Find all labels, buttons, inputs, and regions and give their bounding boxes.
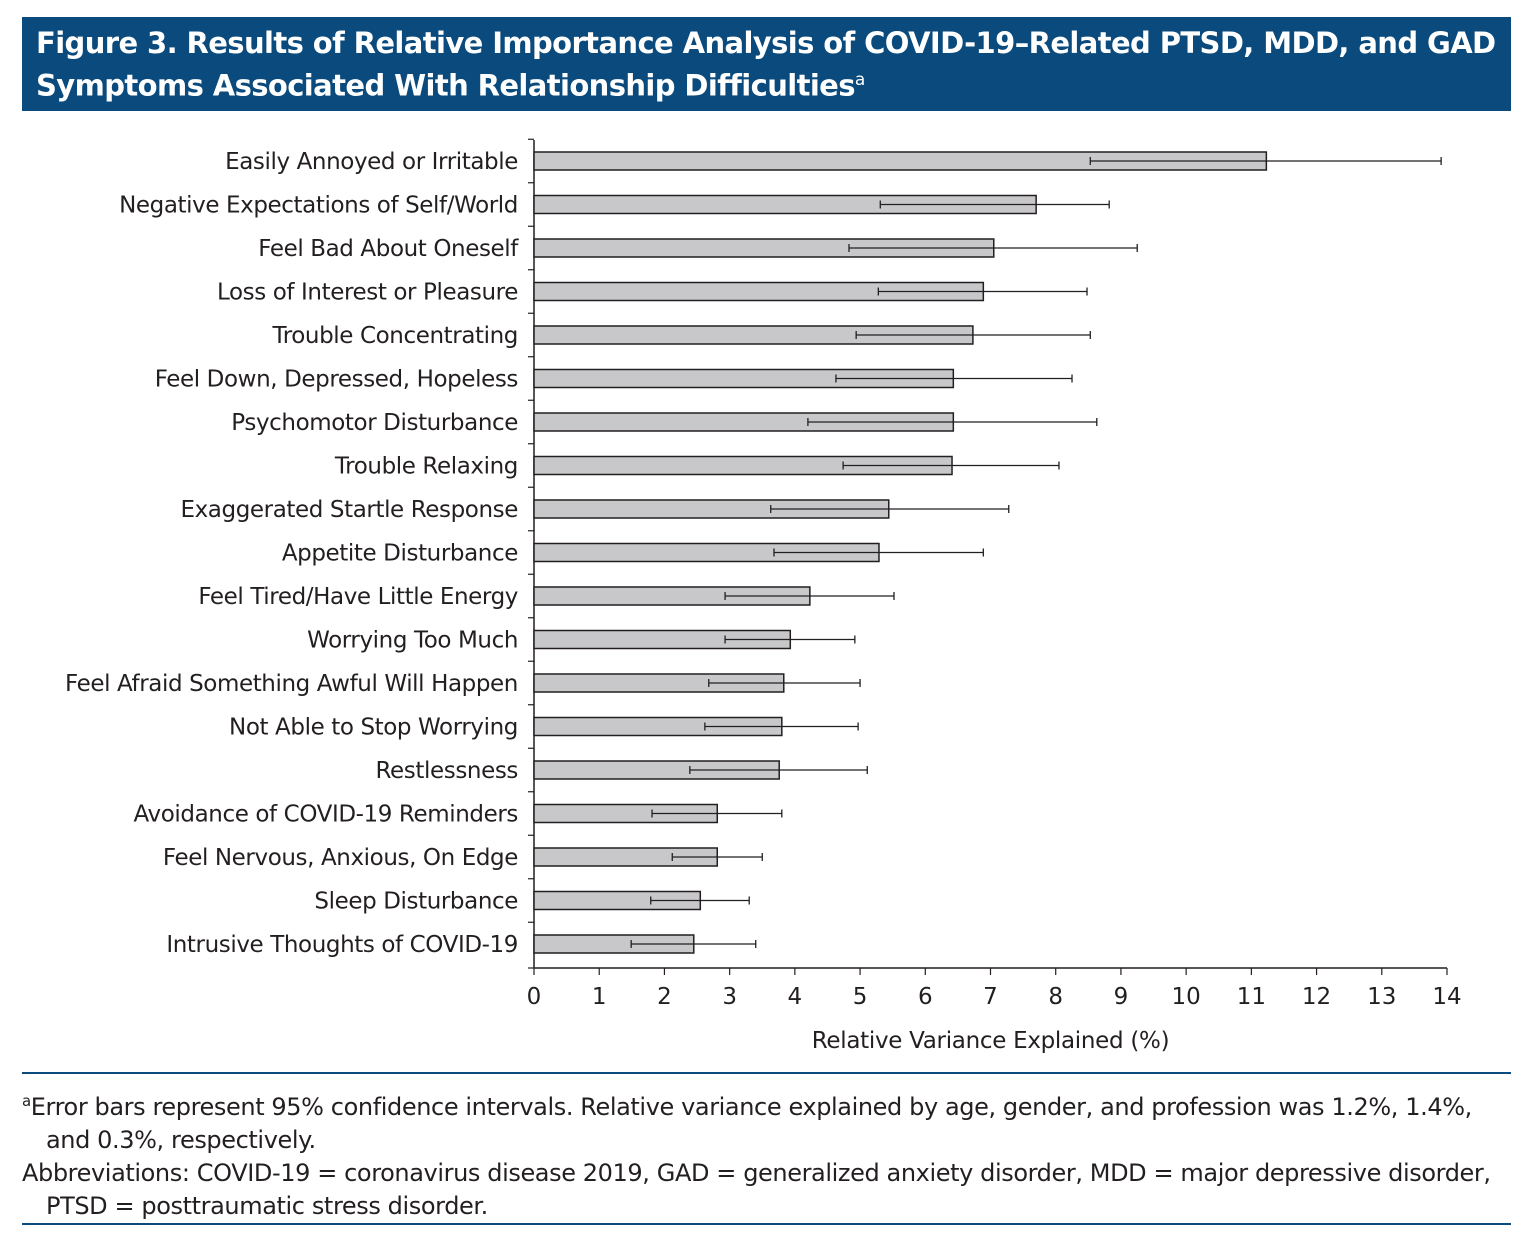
- bar-chart: Easily Annoyed or Irritable Negative Expe…: [65, 138, 1462, 1054]
- x-tick-label: 4: [788, 984, 803, 1010]
- category-label: Not Able to Stop Worrying: [229, 715, 518, 741]
- category-label: Feel Nervous, Anxious, On Edge: [163, 845, 518, 871]
- x-tick-label: 10: [1172, 984, 1201, 1010]
- category-label: Worrying Too Much: [307, 628, 518, 654]
- x-tick-label: 0: [527, 984, 542, 1010]
- x-tick-label: 1: [592, 984, 607, 1010]
- x-tick-label: 7: [983, 984, 998, 1010]
- footnotes: aError bars represent 95% confidence int…: [22, 1085, 1522, 1223]
- x-tick-label: 6: [918, 984, 933, 1010]
- x-tick-label: 13: [1367, 984, 1396, 1010]
- figure-title: Figure 3. Results of Relative Importance…: [22, 17, 1511, 111]
- x-tick-label: 9: [1114, 984, 1129, 1010]
- x-tick-label: 11: [1237, 984, 1266, 1010]
- title-superscript: a: [854, 70, 865, 90]
- category-label: Trouble Concentrating: [271, 323, 518, 349]
- category-label: Trouble Relaxing: [334, 454, 518, 480]
- footnote-bottom-rule: [22, 1223, 1511, 1225]
- x-tick-label: 3: [722, 984, 737, 1010]
- category-label: Appetite Disturbance: [282, 541, 518, 567]
- footnote-abbreviations: Abbreviations: COVID-19 = coronavirus di…: [22, 1159, 1491, 1220]
- footnote-error-bars: aError bars represent 95% confidence int…: [22, 1092, 1472, 1154]
- category-label: Loss of Interest or Pleasure: [217, 280, 518, 306]
- category-label: Sleep Disturbance: [314, 889, 518, 915]
- category-label: Feel Bad About Oneself: [258, 236, 519, 262]
- figure-title-text: Figure 3. Results of Relative Importance…: [36, 26, 1496, 103]
- category-label: Restlessness: [376, 758, 519, 784]
- category-label: Psychomotor Disturbance: [231, 410, 518, 436]
- x-tick-label: 8: [1048, 984, 1063, 1010]
- category-label: Feel Tired/Have Little Energy: [198, 584, 518, 610]
- category-label: Feel Down, Depressed, Hopeless: [155, 367, 518, 393]
- category-label: Avoidance of COVID-19 Reminders: [134, 802, 518, 828]
- category-label: Feel Afraid Something Awful Will Happen: [65, 671, 518, 697]
- x-axis-label: Relative Variance Explained (%): [812, 1028, 1170, 1054]
- category-label: Exaggerated Startle Response: [180, 497, 518, 523]
- category-label: Easily Annoyed or Irritable: [225, 149, 518, 175]
- category-label: Negative Expectations of Self/World: [119, 193, 518, 219]
- x-tick-label: 5: [853, 984, 868, 1010]
- footnote-top-rule: [22, 1072, 1511, 1074]
- x-tick-label: 2: [657, 984, 672, 1010]
- category-label: Intrusive Thoughts of COVID-19: [166, 932, 518, 958]
- x-tick-label: 12: [1302, 984, 1331, 1010]
- x-tick-label: 14: [1432, 984, 1461, 1010]
